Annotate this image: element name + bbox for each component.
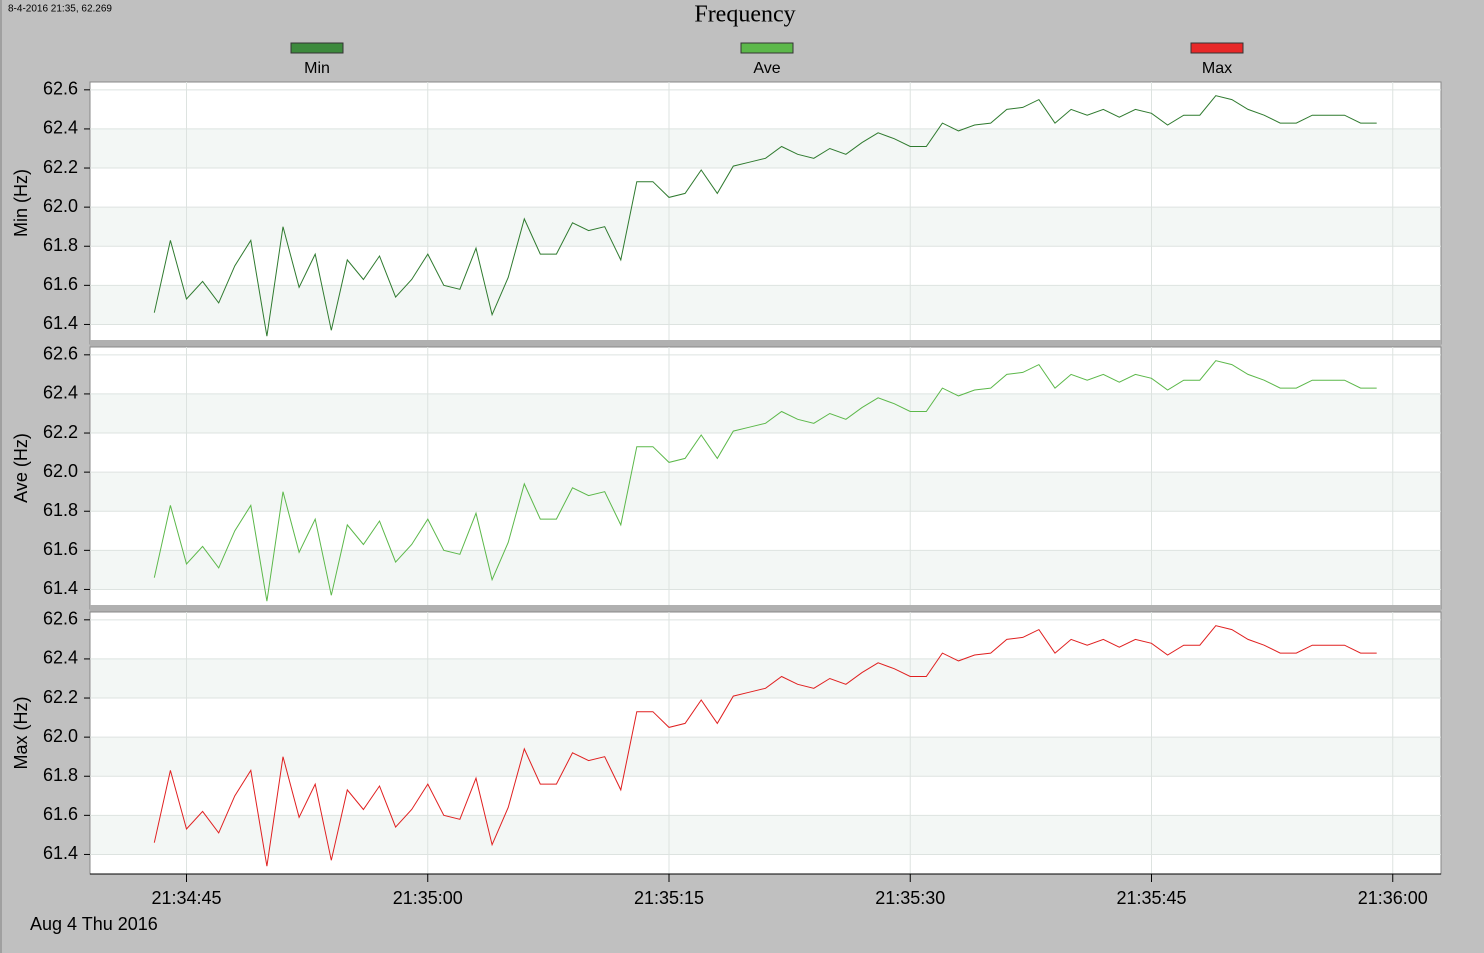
band <box>91 128 1440 169</box>
data-line <box>153 95 1377 337</box>
y-tick-label: 62.2 <box>43 687 78 707</box>
x-tick-label: 21:36:00 <box>1358 888 1428 908</box>
y-axis-label: Min (Hz) <box>11 169 31 237</box>
band <box>91 815 1440 855</box>
x-tick-label: 21:35:00 <box>393 888 463 908</box>
y-tick-label: 61.8 <box>43 500 78 520</box>
chart-title: Frequency <box>694 2 795 28</box>
legend-swatch <box>290 42 344 54</box>
legend-swatch <box>1190 42 1244 54</box>
y-tick-label: 62.4 <box>43 648 78 668</box>
y-axis-label: Max (Hz) <box>11 697 31 770</box>
band <box>91 393 1440 434</box>
x-tick-label: 21:35:45 <box>1116 888 1186 908</box>
legend-label: Max <box>1202 60 1232 77</box>
band <box>91 285 1440 325</box>
y-tick-label: 62.0 <box>43 196 78 216</box>
legend-label: Min <box>304 60 330 77</box>
y-tick-label: 61.6 <box>43 539 78 559</box>
x-tick-label: 21:35:15 <box>634 888 704 908</box>
y-tick-label: 62.4 <box>43 118 78 138</box>
y-tick-label: 61.4 <box>43 578 78 598</box>
band <box>91 550 1440 590</box>
y-tick-label: 62.0 <box>43 461 78 481</box>
x-tick-label: 21:34:45 <box>151 888 221 908</box>
y-tick-label: 61.6 <box>43 274 78 294</box>
x-tick-label: 21:35:30 <box>875 888 945 908</box>
y-tick-label: 62.6 <box>43 79 78 99</box>
band <box>91 737 1440 777</box>
band <box>91 472 1440 512</box>
data-line <box>153 360 1377 602</box>
y-tick-label: 61.8 <box>43 235 78 255</box>
y-tick-label: 62.6 <box>43 609 78 629</box>
y-tick-label: 62.4 <box>43 383 78 403</box>
y-tick-label: 62.2 <box>43 422 78 442</box>
legend-label: Ave <box>753 60 780 77</box>
panel-separator <box>90 340 1441 348</box>
band <box>91 207 1440 247</box>
header-readout: 8-4-2016 21:35, 62.269 <box>8 4 112 15</box>
legend-swatch <box>740 42 794 54</box>
y-tick-label: 61.8 <box>43 765 78 785</box>
data-line <box>153 625 1377 867</box>
y-axis-label: Ave (Hz) <box>11 433 31 503</box>
band <box>91 658 1440 699</box>
y-tick-label: 62.0 <box>43 726 78 746</box>
panel-separator <box>90 605 1441 613</box>
date-label: Aug 4 Thu 2016 <box>30 914 158 934</box>
y-tick-label: 62.6 <box>43 344 78 364</box>
y-tick-label: 61.4 <box>43 843 78 863</box>
y-tick-label: 61.6 <box>43 804 78 824</box>
y-tick-label: 61.4 <box>43 313 78 333</box>
y-tick-label: 62.2 <box>43 157 78 177</box>
